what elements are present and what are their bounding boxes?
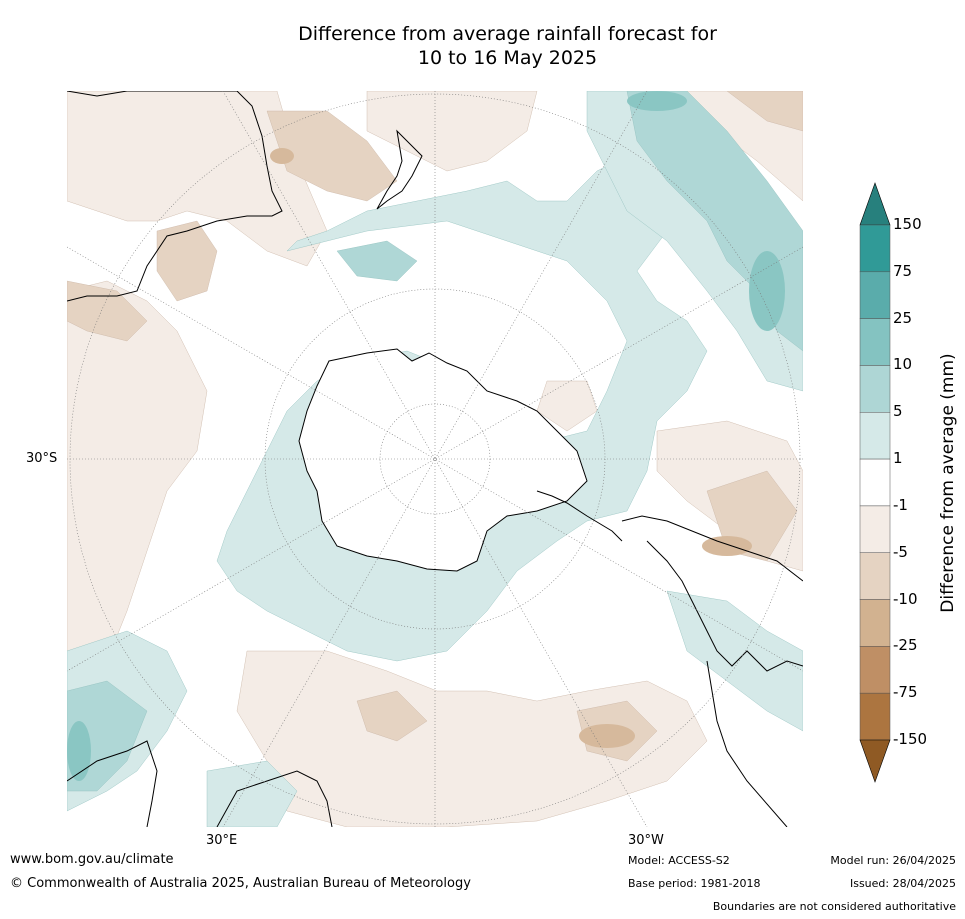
colorbar-segment xyxy=(859,692,891,741)
colorbar-tick-label: 75 xyxy=(893,261,913,280)
footer-issued: Issued: 28/04/2025 xyxy=(849,877,956,890)
colorbar-segment xyxy=(859,552,891,600)
australia-coastline xyxy=(67,91,283,302)
footer-model: Model: ACCESS-S2 xyxy=(628,854,730,867)
south-america-coastline xyxy=(621,515,803,582)
footer-disclaimer: Boundaries are not considered authoritat… xyxy=(712,900,956,913)
colorbar-title: Difference from average (mm) xyxy=(938,353,958,613)
new-zealand-coastline xyxy=(376,129,423,210)
colorbar-segment xyxy=(859,505,891,553)
longitude-label-30w: 30°W xyxy=(628,833,664,848)
wet-anomaly-core xyxy=(67,91,785,781)
dry-anomaly-core xyxy=(270,148,752,748)
title-line-1: Difference from average rainfall forecas… xyxy=(298,23,717,45)
colorbar-tick-label: -25 xyxy=(893,636,918,655)
graticule xyxy=(67,91,803,827)
colorbar-tick-label: 150 xyxy=(893,215,922,233)
colorbar-segment xyxy=(859,412,891,460)
colorbar xyxy=(859,182,891,783)
chart-title: Difference from average rainfall forecas… xyxy=(0,22,965,70)
south-america-east-coastline xyxy=(646,540,803,672)
colorbar-segment xyxy=(859,224,891,273)
africa-coastline xyxy=(67,740,158,827)
colorbar-tick-label: 25 xyxy=(893,308,913,327)
colorbar-tick-label: 1 xyxy=(893,449,903,468)
colorbar-tick-label: -75 xyxy=(893,683,918,702)
colorbar-tick-label: -150 xyxy=(893,730,928,748)
latitude-label-30s: 30°S xyxy=(26,451,58,466)
colorbar-tick-label: -10 xyxy=(893,589,918,608)
colorbar-segment xyxy=(859,458,891,507)
south-america-west-coastline xyxy=(706,660,788,827)
colorbar-extend-top xyxy=(859,182,891,226)
colorbar-tick-label: -1 xyxy=(893,495,908,514)
longitude-label-30e: 30°E xyxy=(206,833,238,848)
colorbar-tick-label: -5 xyxy=(893,542,908,561)
antarctic-peninsula xyxy=(536,490,623,542)
footer-url: www.bom.gov.au/climate xyxy=(10,852,174,867)
colorbar-segment xyxy=(859,271,891,319)
title-line-2: 10 to 16 May 2025 xyxy=(417,47,598,69)
colorbar-segment xyxy=(859,365,891,413)
colorbar-extend-bottom xyxy=(859,739,891,783)
colorbar-tick-label: 10 xyxy=(893,355,913,374)
antarctica-coastline xyxy=(298,348,588,572)
colorbar-segment xyxy=(859,599,891,647)
footer-copyright: © Commonwealth of Australia 2025, Austra… xyxy=(10,876,471,891)
africa-south-coastline xyxy=(216,770,333,827)
colorbar-segment xyxy=(859,646,891,694)
colorbar-segment xyxy=(859,318,891,366)
footer-model-run: Model run: 26/04/2025 xyxy=(830,854,956,867)
footer-base-period: Base period: 1981-2018 xyxy=(628,877,761,890)
rainfall-anomaly-map xyxy=(67,91,803,827)
colorbar-tick-label: 5 xyxy=(893,402,903,421)
